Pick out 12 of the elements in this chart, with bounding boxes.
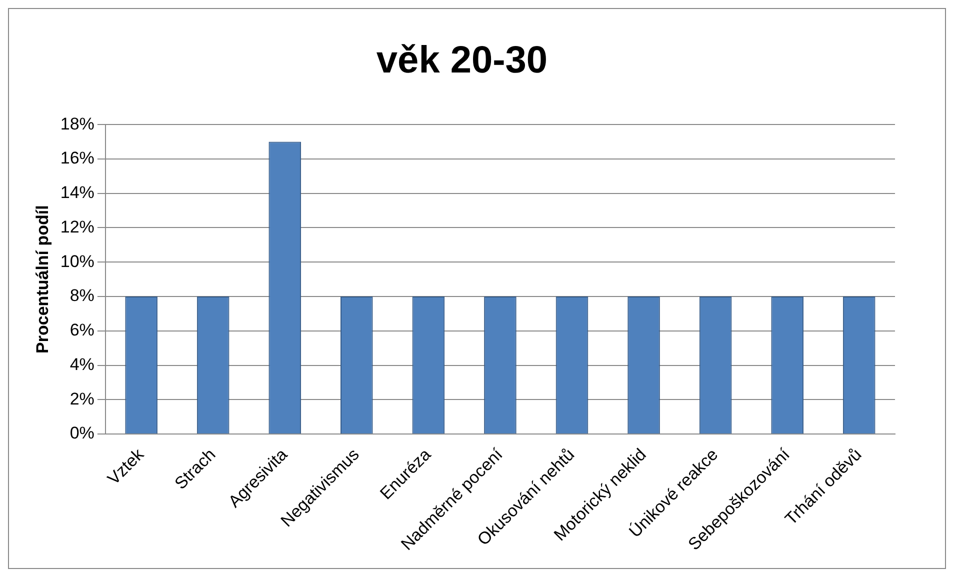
y-tick-label: 16% (60, 148, 94, 168)
y-tick-label: 18% (60, 114, 94, 134)
chart-title: věk 20-30 (376, 39, 548, 82)
y-tick-label: 10% (60, 252, 94, 271)
y-tick-label: 0% (70, 424, 94, 443)
y-tick-label: 6% (70, 320, 94, 340)
y-tick-label: 8% (70, 286, 94, 306)
y-tick-label: 4% (70, 354, 94, 374)
y-tick-label: 2% (70, 389, 94, 408)
y-axis-title: Procentuální podíl (32, 205, 52, 354)
y-tick-label: 12% (60, 217, 94, 236)
y-tick-label: 14% (60, 183, 94, 202)
